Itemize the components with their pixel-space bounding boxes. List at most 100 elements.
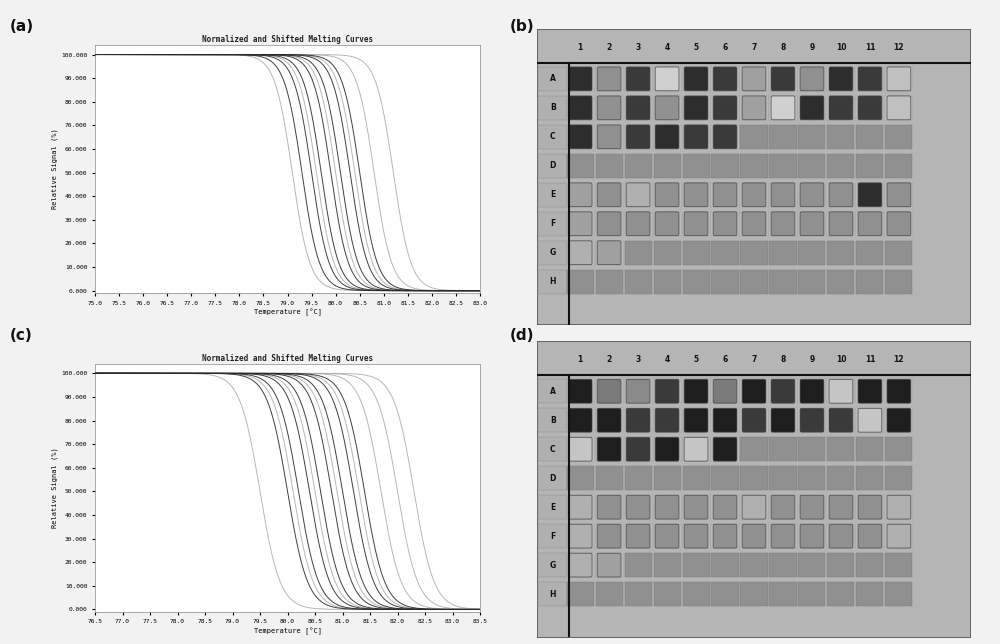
FancyBboxPatch shape bbox=[568, 379, 592, 403]
Bar bbox=[740, 183, 768, 207]
Bar bbox=[769, 212, 797, 236]
Bar bbox=[683, 183, 710, 207]
Bar bbox=[538, 379, 567, 403]
FancyBboxPatch shape bbox=[829, 67, 853, 91]
Bar bbox=[798, 408, 825, 433]
Bar bbox=[654, 379, 681, 403]
Bar bbox=[885, 379, 912, 403]
Bar bbox=[769, 495, 797, 519]
Bar bbox=[827, 379, 854, 403]
Bar bbox=[654, 154, 681, 178]
FancyBboxPatch shape bbox=[829, 379, 853, 403]
Bar bbox=[798, 553, 825, 578]
Text: A: A bbox=[550, 387, 556, 395]
Bar bbox=[538, 495, 567, 519]
Bar bbox=[856, 154, 883, 178]
FancyBboxPatch shape bbox=[655, 379, 679, 403]
FancyBboxPatch shape bbox=[684, 125, 708, 149]
Text: A: A bbox=[550, 75, 556, 83]
Bar bbox=[683, 96, 710, 120]
FancyBboxPatch shape bbox=[887, 495, 911, 519]
Bar bbox=[798, 154, 825, 178]
Bar bbox=[567, 495, 594, 519]
Bar bbox=[740, 495, 768, 519]
Bar bbox=[827, 437, 854, 461]
Bar bbox=[740, 408, 768, 433]
FancyBboxPatch shape bbox=[742, 495, 766, 519]
Text: (a): (a) bbox=[10, 19, 34, 34]
Bar bbox=[654, 524, 681, 549]
Bar bbox=[538, 241, 567, 265]
Text: H: H bbox=[550, 278, 556, 286]
Bar bbox=[798, 212, 825, 236]
Bar bbox=[711, 495, 739, 519]
Bar bbox=[538, 582, 567, 607]
X-axis label: Temperature [°C]: Temperature [°C] bbox=[254, 308, 322, 316]
Bar bbox=[654, 408, 681, 433]
FancyBboxPatch shape bbox=[626, 183, 650, 207]
FancyBboxPatch shape bbox=[568, 553, 592, 577]
Bar bbox=[625, 379, 652, 403]
Bar bbox=[654, 466, 681, 491]
Bar bbox=[625, 408, 652, 433]
Text: 9: 9 bbox=[809, 355, 815, 365]
FancyBboxPatch shape bbox=[742, 183, 766, 207]
Bar bbox=[654, 495, 681, 519]
FancyBboxPatch shape bbox=[887, 67, 911, 91]
Text: B: B bbox=[550, 104, 556, 112]
Bar bbox=[856, 212, 883, 236]
Bar bbox=[625, 524, 652, 549]
FancyBboxPatch shape bbox=[655, 125, 679, 149]
FancyBboxPatch shape bbox=[771, 524, 795, 548]
FancyBboxPatch shape bbox=[858, 524, 882, 548]
Text: G: G bbox=[550, 561, 556, 569]
Bar bbox=[885, 553, 912, 578]
FancyBboxPatch shape bbox=[887, 379, 911, 403]
Bar bbox=[769, 582, 797, 607]
Bar bbox=[625, 466, 652, 491]
Bar bbox=[567, 582, 594, 607]
Bar bbox=[625, 183, 652, 207]
Bar bbox=[740, 379, 768, 403]
FancyBboxPatch shape bbox=[800, 212, 824, 236]
Bar bbox=[856, 96, 883, 120]
Bar bbox=[856, 270, 883, 294]
Bar bbox=[625, 553, 652, 578]
Text: (c): (c) bbox=[10, 328, 33, 343]
Bar bbox=[827, 154, 854, 178]
Bar bbox=[654, 241, 681, 265]
Bar bbox=[711, 379, 739, 403]
FancyBboxPatch shape bbox=[742, 67, 766, 91]
Bar bbox=[885, 466, 912, 491]
FancyBboxPatch shape bbox=[655, 408, 679, 432]
FancyBboxPatch shape bbox=[713, 96, 737, 120]
Bar bbox=[769, 437, 797, 461]
FancyBboxPatch shape bbox=[684, 212, 708, 236]
Bar bbox=[798, 524, 825, 549]
Bar bbox=[683, 437, 710, 461]
Bar bbox=[856, 183, 883, 207]
FancyBboxPatch shape bbox=[887, 183, 911, 207]
FancyBboxPatch shape bbox=[858, 183, 882, 207]
FancyBboxPatch shape bbox=[684, 495, 708, 519]
FancyBboxPatch shape bbox=[800, 495, 824, 519]
Bar bbox=[856, 241, 883, 265]
FancyBboxPatch shape bbox=[800, 408, 824, 432]
Bar bbox=[566, 33, 923, 61]
Bar bbox=[856, 466, 883, 491]
Bar bbox=[683, 67, 710, 91]
FancyBboxPatch shape bbox=[829, 408, 853, 432]
Bar bbox=[683, 379, 710, 403]
Text: 10: 10 bbox=[836, 43, 846, 52]
Bar bbox=[654, 67, 681, 91]
FancyBboxPatch shape bbox=[626, 524, 650, 548]
Bar bbox=[885, 495, 912, 519]
Bar bbox=[625, 582, 652, 607]
FancyBboxPatch shape bbox=[858, 212, 882, 236]
Bar bbox=[654, 212, 681, 236]
Text: 4: 4 bbox=[664, 355, 670, 365]
Bar bbox=[827, 124, 854, 149]
Text: F: F bbox=[550, 532, 555, 540]
Bar bbox=[798, 96, 825, 120]
FancyBboxPatch shape bbox=[597, 379, 621, 403]
